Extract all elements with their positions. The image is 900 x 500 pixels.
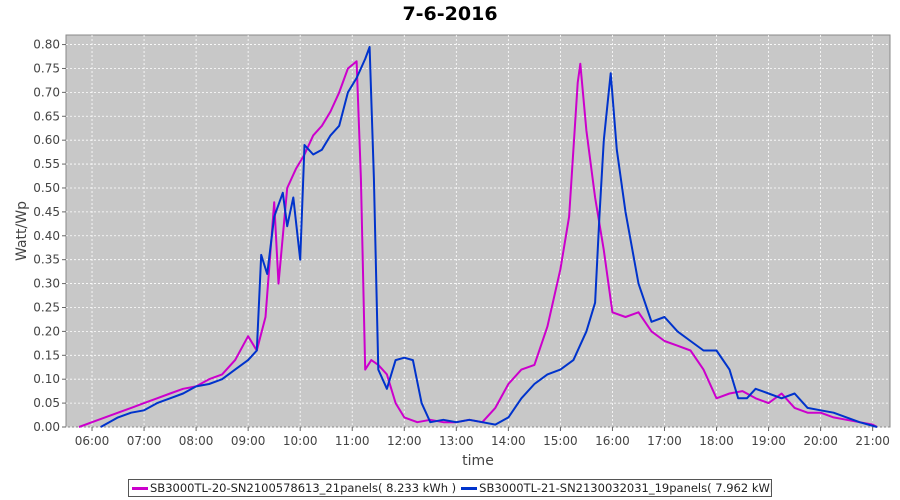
y-tick-label: 0.05 (33, 396, 60, 410)
legend-item-series-1: SB3000TL-20-SN2100578613_21panels( 8.233… (132, 481, 456, 495)
series-lines (78, 46, 878, 428)
legend-swatch-series-1 (132, 486, 148, 490)
y-tick-label: 0.80 (33, 38, 60, 52)
plot-area (65, 34, 891, 428)
grid-lines (66, 35, 890, 428)
x-tick-label: 15:00 (543, 434, 578, 448)
line-chart: 0.00 0.05 0.10 0.15 0.20 0.25 0.30 0.35 0.40 0.45… (14, 34, 891, 469)
x-tick-label: 12:00 (387, 434, 422, 448)
series-line-1 (78, 60, 878, 428)
legend-item-series-2: SB3000TL-21-SN2130032031_19panels( 7.962… (461, 481, 772, 495)
x-tick-label: 07:00 (127, 434, 162, 448)
y-tick-label: 0.50 (33, 181, 60, 195)
y-tick-label: 0.10 (33, 372, 60, 386)
x-tick-label: 10:00 (283, 434, 318, 448)
x-tick-label: 20:00 (803, 434, 838, 448)
legend: SB3000TL-20-SN2100578613_21panels( 8.233… (128, 479, 772, 497)
y-tick-label: 0.15 (33, 348, 60, 362)
axes: 0.00 0.05 0.10 0.15 0.20 0.25 0.30 0.35 0.40 0.45… (33, 38, 890, 448)
x-tick-label: 18:00 (699, 434, 734, 448)
x-tick-label: 11:00 (335, 434, 370, 448)
y-axis-label: Watt/Wp (14, 201, 30, 261)
y-tick-label: 0.25 (33, 300, 60, 314)
y-tick-label: 0.70 (33, 85, 60, 99)
x-tick-label: 17:00 (647, 434, 682, 448)
x-tick-label: 19:00 (751, 434, 786, 448)
series-line-2 (100, 46, 878, 428)
x-axis-label: time (462, 453, 494, 469)
chart-title: 7-6-2016 (402, 3, 498, 25)
x-tick-label: 14:00 (491, 434, 526, 448)
x-tick-label: 06:00 (75, 434, 110, 448)
y-tick-label: 0.30 (33, 277, 60, 291)
y-tick-label: 0.65 (33, 109, 60, 123)
y-tick-label: 0.55 (33, 157, 60, 171)
y-tick-label: 0.00 (33, 420, 60, 434)
y-tick-label: 0.40 (33, 229, 60, 243)
y-tick-label: 0.45 (33, 205, 60, 219)
legend-label-series-1: SB3000TL-20-SN2100578613_21panels( 8.233… (150, 481, 457, 495)
legend-label-series-2: SB3000TL-21-SN2130032031_19panels( 7.962… (479, 481, 772, 495)
y-tick-label: 0.60 (33, 133, 60, 147)
y-tick-label: 0.20 (33, 324, 60, 338)
x-tick-label: 16:00 (595, 434, 630, 448)
legend-swatch-series-2 (461, 486, 478, 490)
x-tick-label: 09:00 (231, 434, 266, 448)
x-tick-label: 13:00 (439, 434, 474, 448)
x-tick-label: 08:00 (179, 434, 214, 448)
y-tick-label: 0.75 (33, 61, 60, 75)
x-tick-label: 21:00 (855, 434, 890, 448)
y-tick-label: 0.35 (33, 253, 60, 267)
